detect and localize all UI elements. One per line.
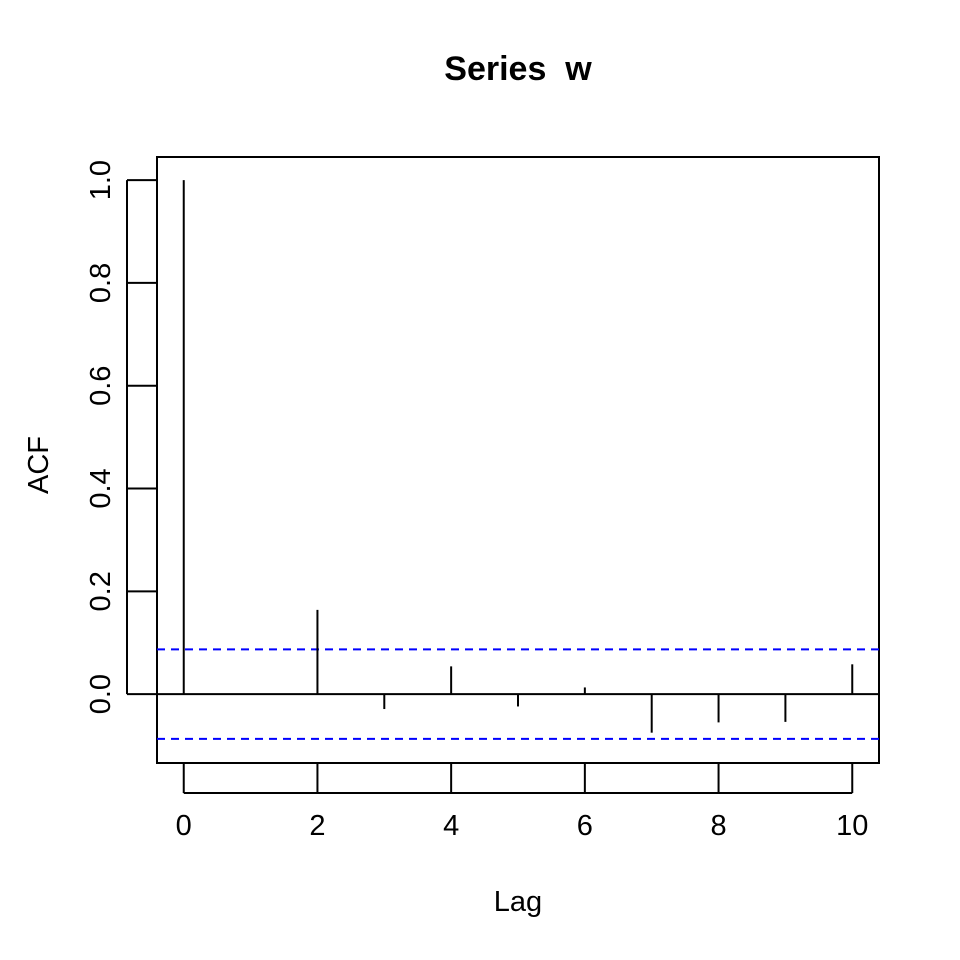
y-tick-label: 0.2: [85, 571, 117, 611]
y-tick-label: 0.4: [85, 468, 117, 508]
y-axis-label: ACF: [23, 436, 55, 494]
x-tick-label: 2: [309, 810, 325, 842]
y-tick-label: 1.0: [85, 160, 117, 200]
x-tick-label: 10: [836, 810, 868, 842]
y-axis: 0.0 0.2 0.4 0.6 0.8 1.0: [85, 160, 157, 714]
x-axis-label: Lag: [494, 886, 542, 918]
chart-title: Series w: [444, 50, 592, 88]
x-tick-label: 8: [710, 810, 726, 842]
x-tick-label: 0: [176, 810, 192, 842]
x-tick-label: 4: [443, 810, 459, 842]
y-tick-label: 0.8: [85, 263, 117, 303]
x-axis: 0 2 4 6 8 10: [176, 763, 868, 842]
plot-frame: [156, 156, 880, 764]
y-tick-label: 0.6: [85, 366, 117, 406]
x-tick-label: 6: [577, 810, 593, 842]
y-tick-label: 0.0: [85, 674, 117, 714]
acf-bars: [182, 180, 854, 733]
